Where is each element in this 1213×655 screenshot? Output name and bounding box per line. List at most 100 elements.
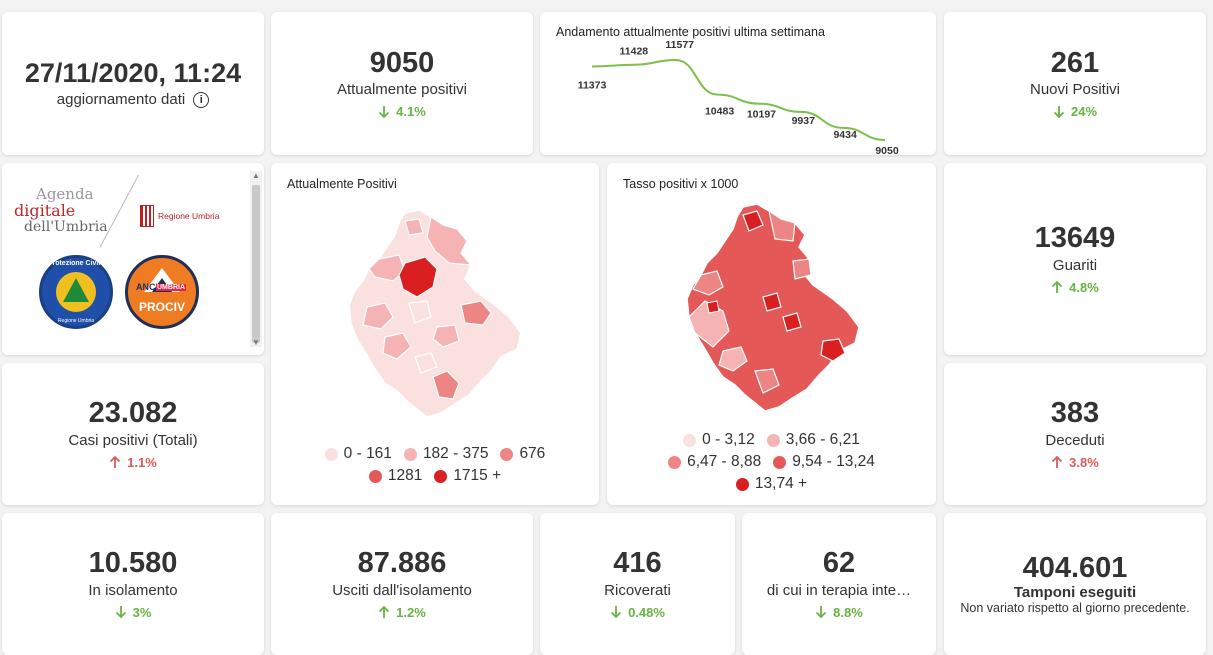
legend-item[interactable]: 676 [500,445,545,463]
arrow-down-icon [379,105,390,118]
tamponi-card: 404.601 Tamponi eseguiti Non variato ris… [944,513,1206,655]
info-icon[interactable]: i [193,91,210,108]
map-title: Tasso positivi x 1000 [623,177,739,191]
kpi-value: 62 [822,547,856,580]
logo-text: Regione Umbria [57,318,95,324]
legend-label: 0 - 161 [343,445,392,462]
regione-umbria-logo[interactable]: Regione Umbria [140,205,219,227]
arrow-down-icon [610,606,622,619]
deceduti-card: 383 Deceduti 3.8% [944,363,1206,505]
trend-value: 8.8% [833,604,863,620]
legend-item[interactable]: 0 - 161 [324,445,392,463]
kpi-value: 23.082 [88,397,178,430]
trend-indicator: 8.8% [815,605,863,620]
trend-value: 3% [132,604,152,620]
legend-swatch [735,477,749,491]
trend-value: 1.1% [127,454,157,470]
trend-value: 3.8% [1069,454,1099,470]
kpi-value: 404.601 [1022,552,1128,585]
kpi-value: 416 [613,547,662,580]
kpi-value: 13649 [1034,222,1116,255]
anci-prociv-logo[interactable]: ANCI UMBRIA PROCIV [125,255,199,329]
legend-item[interactable]: 0 - 3,12 [683,431,755,449]
legend-label: 6,47 - 8,88 [687,453,762,470]
legend-swatch [324,447,338,461]
agenda-digitale-logo[interactable]: Agenda digitale dell'Umbria [14,186,114,235]
legend-item[interactable]: 1715 + [434,467,501,485]
legend-item[interactable]: 9,54 - 13,24 [773,453,875,471]
trend-line-chart: 11373 11428 11577 10483 10197 9937 9434 9050 [578,39,899,155]
ricoverati-card: 416 Ricoverati 0.48% [540,513,735,655]
trend-value: 24% [1070,104,1098,120]
data-label: 9050 [875,145,899,155]
legend-item[interactable]: 13,74 + [735,475,807,493]
kpi-label: Ricoverati [604,581,671,599]
terapia-intensiva-card: 62 di cui in terapia inte… 8.8% [742,513,936,655]
trend-value: 4.1% [396,104,426,120]
trend-chart-card: Andamento attualmente positivi ultima se… [540,12,936,155]
arrow-down-icon [1053,105,1065,118]
logo-text: Regione Umbria [158,211,220,221]
logo-text: PROCIV [138,300,185,314]
arrow-up-icon [1052,455,1063,469]
coat-of-arms-icon [140,205,154,227]
kpi-label: Attualmente positivi [336,81,468,99]
trend-indicator: 1.1% [109,455,157,470]
kpi-label: Guariti [1052,256,1098,274]
arrow-up-icon [110,455,121,469]
legend-item[interactable]: 6,47 - 8,88 [668,453,761,471]
arrow-down-icon [115,606,126,619]
scrollbar-thumb[interactable] [252,185,260,343]
logos-scrollbar[interactable]: ▲ ▼ [250,171,262,347]
kpi-label: Tamponi eseguiti [1013,583,1137,601]
umbria-map-positivi[interactable] [345,207,525,422]
trend-indicator: 1.2% [378,605,426,620]
legend-item[interactable]: 1281 [368,467,422,485]
isolamento-card: 10.580 In isolamento 3% [2,513,264,655]
legend-row: 0 - 3,12 3,66 - 6,21 [607,431,936,449]
logo-text: digitale [14,200,76,220]
kpi-value: 9050 [369,46,435,79]
update-datetime: 27/11/2020, 11:24 [24,57,242,88]
legend-label: 676 [519,445,546,462]
triangle-icon [63,278,89,302]
data-label: 11577 [665,39,694,51]
legend-label: 3,66 - 6,21 [785,431,860,448]
scroll-up-icon[interactable]: ▲ [252,171,260,180]
legend-label: 182 - 375 [422,445,489,462]
legend-swatch [434,469,448,483]
data-label: 9937 [792,115,816,127]
trend-indicator: 0.48% [610,605,665,620]
legend-swatch [368,469,382,483]
data-label: 11373 [578,79,607,91]
protezione-civile-logo[interactable]: Protezione Civile Regione Umbria [39,255,113,329]
usciti-card: 87.886 Usciti dall'isolamento 1.2% [271,513,533,655]
kpi-label: In isolamento [88,581,178,599]
arrow-up-icon [379,605,390,619]
kpi-note: Non variato rispetto al giorno precedent… [960,600,1190,615]
map-title: Attualmente Positivi [287,177,397,191]
umbria-map-tasso[interactable] [683,201,863,416]
kpi-label: Nuovi Positivi [1029,81,1121,99]
data-label: 10483 [705,106,734,118]
kpi-label: Casi positivi (Totali) [68,431,198,449]
trend-indicator: 4.1% [378,104,426,119]
trend-indicator: 3.8% [1051,455,1099,470]
scroll-down-icon[interactable]: ▼ [252,338,260,347]
map-positivi-card: Attualmente Positivi 0 - 161 182 - 375 676… [271,163,599,505]
trend-indicator: 3% [115,604,152,620]
arrow-down-icon [816,606,827,619]
kpi-value: 261 [1050,46,1100,79]
legend-swatch [683,433,697,447]
logo-text: ANCI [136,282,158,292]
legend-item[interactable]: 3,66 - 6,21 [766,431,860,449]
legend-row: 0 - 161 182 - 375 676 [271,445,599,463]
data-label: 11428 [620,46,649,58]
update-label: aggiornamento dati [56,91,186,109]
nuovi-positivi-card: 261 Nuovi Positivi 24% [944,12,1206,155]
kpi-value: 10.580 [88,547,178,580]
logo-text: dell'Umbria [24,218,108,235]
map-tasso-card: Tasso positivi x 1000 0 - 3,12 3,66 - 6,2… [607,163,936,505]
legend-item[interactable]: 182 - 375 [403,445,489,463]
legend-label: 1715 + [453,467,502,484]
